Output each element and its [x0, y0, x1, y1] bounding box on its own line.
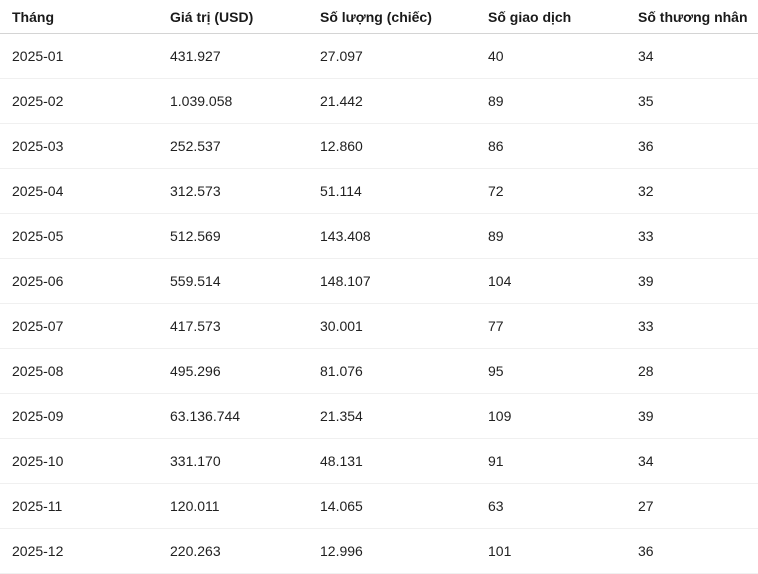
table-cell: 33 — [626, 213, 758, 259]
table-cell: 2025-03 — [0, 123, 158, 169]
table-row: 2025-08 495.296 81.076 95 28 — [0, 348, 758, 394]
table-cell: 33 — [626, 303, 758, 349]
table-cell: 14.065 — [308, 483, 476, 529]
table-cell: 12.860 — [308, 123, 476, 169]
table-cell: 39 — [626, 258, 758, 304]
table-row: 2025-10 331.170 48.131 91 34 — [0, 438, 758, 484]
table-header-row: Tháng Giá trị (USD) Số lượng (chiếc) Số … — [0, 0, 758, 34]
table-cell: 34 — [626, 33, 758, 79]
table-cell: 2025-04 — [0, 168, 158, 214]
table-cell: 559.514 — [158, 258, 308, 304]
table-cell: 104 — [476, 258, 626, 304]
table-cell: 30.001 — [308, 303, 476, 349]
table-row: 2025-09 63.136.744 21.354 109 39 — [0, 393, 758, 439]
table-cell: 81.076 — [308, 348, 476, 394]
table-cell: 77 — [476, 303, 626, 349]
table-cell: 148.107 — [308, 258, 476, 304]
table-cell: 89 — [476, 213, 626, 259]
table-cell: 35 — [626, 78, 758, 124]
table-cell: 95 — [476, 348, 626, 394]
column-header-so-luong-chiec: Số lượng (chiếc) — [308, 0, 476, 34]
table-cell: 417.573 — [158, 303, 308, 349]
table-cell: 72 — [476, 168, 626, 214]
table-cell: 91 — [476, 438, 626, 484]
table-cell: 86 — [476, 123, 626, 169]
table-cell: 63.136.744 — [158, 393, 308, 439]
table-cell: 331.170 — [158, 438, 308, 484]
table-cell: 109 — [476, 393, 626, 439]
table-body: 2025-01 431.927 27.097 40 34 2025-02 1.039.058… — [0, 33, 758, 574]
table-row: 2025-02 1.039.058 21.442 89 35 — [0, 78, 758, 124]
table-cell: 101 — [476, 528, 626, 574]
table-cell: 36 — [626, 123, 758, 169]
table-cell: 2025-02 — [0, 78, 158, 124]
table-row: 2025-05 512.569 143.408 89 33 — [0, 213, 758, 259]
table-cell: 48.131 — [308, 438, 476, 484]
table-cell: 34 — [626, 438, 758, 484]
table-cell: 120.011 — [158, 483, 308, 529]
table-cell: 28 — [626, 348, 758, 394]
table-cell: 495.296 — [158, 348, 308, 394]
table-row: 2025-04 312.573 51.114 72 32 — [0, 168, 758, 214]
table-cell: 2025-09 — [0, 393, 158, 439]
table-cell: 2025-11 — [0, 483, 158, 529]
table-row: 2025-01 431.927 27.097 40 34 — [0, 33, 758, 79]
table-cell: 63 — [476, 483, 626, 529]
table-cell: 2025-10 — [0, 438, 158, 484]
table-row: 2025-11 120.011 14.065 63 27 — [0, 483, 758, 529]
column-header-thang: Tháng — [0, 0, 158, 34]
table-cell: 2025-08 — [0, 348, 158, 394]
table-cell: 39 — [626, 393, 758, 439]
table-cell: 2025-06 — [0, 258, 158, 304]
table-cell: 40 — [476, 33, 626, 79]
table-cell: 51.114 — [308, 168, 476, 214]
column-header-so-thuong-nhan: Số thương nhân — [626, 0, 758, 34]
table-cell: 252.537 — [158, 123, 308, 169]
table-cell: 431.927 — [158, 33, 308, 79]
table-cell: 312.573 — [158, 168, 308, 214]
table-cell: 32 — [626, 168, 758, 214]
table-row: 2025-07 417.573 30.001 77 33 — [0, 303, 758, 349]
table-cell: 2025-05 — [0, 213, 158, 259]
table-cell: 1.039.058 — [158, 78, 308, 124]
table-cell: 2025-07 — [0, 303, 158, 349]
column-header-so-giao-dich: Số giao dịch — [476, 0, 626, 34]
table-cell: 2025-01 — [0, 33, 158, 79]
table-cell: 2025-12 — [0, 528, 158, 574]
table-cell: 89 — [476, 78, 626, 124]
table-cell: 21.354 — [308, 393, 476, 439]
table-row: 2025-03 252.537 12.860 86 36 — [0, 123, 758, 169]
table-cell: 27 — [626, 483, 758, 529]
table-cell: 512.569 — [158, 213, 308, 259]
column-header-gia-tri-usd: Giá trị (USD) — [158, 0, 308, 34]
table-cell: 27.097 — [308, 33, 476, 79]
table-cell: 143.408 — [308, 213, 476, 259]
table-cell: 21.442 — [308, 78, 476, 124]
table-row: 2025-06 559.514 148.107 104 39 — [0, 258, 758, 304]
